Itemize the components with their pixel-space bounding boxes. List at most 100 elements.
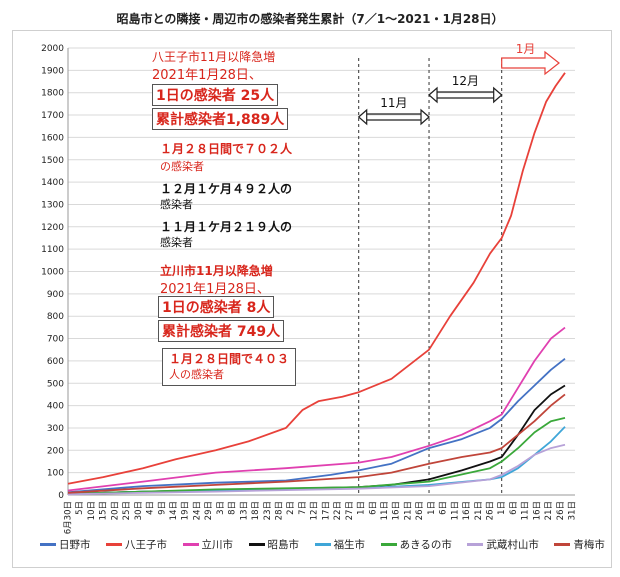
annotation-tachikawa-total: 累計感染者 749人 <box>158 320 285 342</box>
month-label-nov: 11月 <box>380 96 407 110</box>
x-tick-label: 11日 <box>450 501 460 520</box>
legend-swatch <box>314 543 331 546</box>
legend-swatch <box>380 543 397 546</box>
legend-label: 昭島市 <box>267 539 300 551</box>
legend-item: 武蔵村山市 <box>467 537 539 552</box>
x-tick-label: 6月30日 <box>64 501 74 534</box>
x-tick-label: 27日 <box>345 501 355 520</box>
y-tick-label: 1900 <box>41 66 64 76</box>
x-tick-label: 11日 <box>380 501 390 520</box>
annotation-nov-2: 感染者 <box>160 236 193 249</box>
x-tick-label: 20日 <box>110 501 120 520</box>
chart-title: 昭島市との隣接・周辺市の感染者発生累計（7／1～2021・1月28日） <box>116 12 504 26</box>
y-tick-label: 500 <box>47 379 64 389</box>
legend-item: 日野市 <box>40 537 91 552</box>
annotation-hachioji-date: 2021年1月28日、 <box>152 68 262 83</box>
x-tick-label: 22日 <box>333 501 343 520</box>
x-tick-label: 6日 <box>368 501 378 515</box>
dec-arrow-head-left <box>428 86 438 104</box>
y-tick-label: 1000 <box>41 268 64 278</box>
x-tick-label: 12日 <box>310 501 320 520</box>
x-tick-label: 18日 <box>251 501 261 520</box>
legend-item: 昭島市 <box>248 537 300 552</box>
x-tick-label: 14日 <box>169 501 179 520</box>
y-tick-label: 900 <box>47 290 64 300</box>
nov-arrow-head-right <box>420 108 430 126</box>
annotation-hachioji-head: 八王子市11月以降急増 <box>152 50 276 64</box>
x-tick-label: 19日 <box>181 501 191 520</box>
month-label-jan: 1月 <box>516 42 536 56</box>
annotation-hachioji-28b: の感染者 <box>160 160 204 173</box>
x-tick-label: 7日 <box>298 501 308 515</box>
x-tick-label: 21日 <box>403 501 413 520</box>
x-tick-label: 26日 <box>556 501 566 520</box>
x-tick-label: 16日 <box>532 501 542 520</box>
y-tick-label: 1700 <box>41 111 64 121</box>
legend-item: あきるの市 <box>380 537 452 552</box>
y-tick-label: 400 <box>47 402 64 412</box>
month-label-dec: 12月 <box>452 74 479 88</box>
series-line-福生市 <box>67 426 566 495</box>
x-tick-label: 28日 <box>274 501 284 520</box>
annotation-tachikawa-28b: 人の感染者 <box>169 368 224 381</box>
x-tick-label: 1日 <box>427 501 437 515</box>
x-tick-label: 11日 <box>521 501 531 520</box>
legend-label: 福生市 <box>333 539 366 551</box>
legend-swatch <box>182 543 199 546</box>
x-tick-label: 6日 <box>439 501 449 515</box>
y-tick-label: 1800 <box>41 89 64 99</box>
x-tick-label: 26日 <box>485 501 495 520</box>
y-tick-label: 1200 <box>41 223 64 233</box>
legend-item: 青梅市 <box>554 537 605 552</box>
annotation-tachikawa-28: １月２８日間で４０３ 人の感染者 <box>162 348 297 386</box>
legend-swatch <box>248 543 265 546</box>
y-tick-label: 1500 <box>41 156 64 166</box>
x-tick-label: 13日 <box>239 501 249 520</box>
annotation-tachikawa-day: 1日の感染者 8人 <box>158 296 275 318</box>
legend-label: 青梅市 <box>573 539 605 551</box>
y-tick-label: 0 <box>58 491 64 501</box>
x-tick-label: 10日 <box>87 501 97 520</box>
annotation-tachikawa-head: 立川市11月以降急増 <box>160 264 273 278</box>
dec-arrow-head-right <box>493 86 503 104</box>
x-tick-label: 6日 <box>509 501 519 515</box>
annotation-tachikawa-28a: １月２８日間で４０３ <box>169 352 290 366</box>
legend-swatch <box>40 543 56 546</box>
y-tick-label: 200 <box>47 446 64 456</box>
legend-item: 福生市 <box>314 537 366 552</box>
jan-arrow <box>501 50 560 76</box>
annotation-hachioji-28: １月２８日間で７０２人 <box>160 142 293 156</box>
x-tick-label: 16日 <box>392 501 402 520</box>
y-tick-label: 800 <box>47 312 64 322</box>
x-tick-label: 15日 <box>99 501 109 520</box>
chart-legend: 日野市 八王子市 立川市 昭島市 福生市 あきるの市 武蔵村山市 青梅市 <box>40 537 605 552</box>
annotation-hachioji-total: 累計感染者1,889人 <box>152 108 289 130</box>
legend-item: 八王子市 <box>106 537 167 552</box>
x-tick-label: 5日 <box>75 501 85 515</box>
x-tick-label: 3日 <box>216 501 226 515</box>
legend-label: 八王子市 <box>125 539 168 551</box>
annotation-dec-2: 感染者 <box>160 198 193 211</box>
x-tick-label: 2日 <box>286 501 296 515</box>
series-line-武蔵村山市 <box>67 443 566 496</box>
x-tick-label: 24日 <box>192 501 202 520</box>
x-tick-label: 23日 <box>263 501 273 520</box>
y-tick-label: 300 <box>47 424 64 434</box>
x-tick-label: 8日 <box>228 501 238 515</box>
x-tick-label: 1日 <box>497 501 507 515</box>
x-tick-label: 21日 <box>544 501 554 520</box>
x-tick-label: 21日 <box>474 501 484 520</box>
y-tick-label: 700 <box>47 335 64 345</box>
x-tick-label: 25日 <box>122 501 132 520</box>
x-tick-label: 4日 <box>146 501 156 515</box>
y-tick-label: 600 <box>47 357 64 367</box>
series-line-八王子市 <box>67 72 566 485</box>
chart-frame <box>12 30 612 568</box>
legend-item: 立川市 <box>182 537 233 552</box>
x-tick-label: 1日 <box>357 501 367 515</box>
annotation-nov-1: １１月１ケ月２１９人の <box>160 220 293 234</box>
series-line-立川市 <box>67 326 566 492</box>
y-tick-label: 2000 <box>41 44 64 54</box>
x-tick-label: 17日 <box>321 501 331 520</box>
